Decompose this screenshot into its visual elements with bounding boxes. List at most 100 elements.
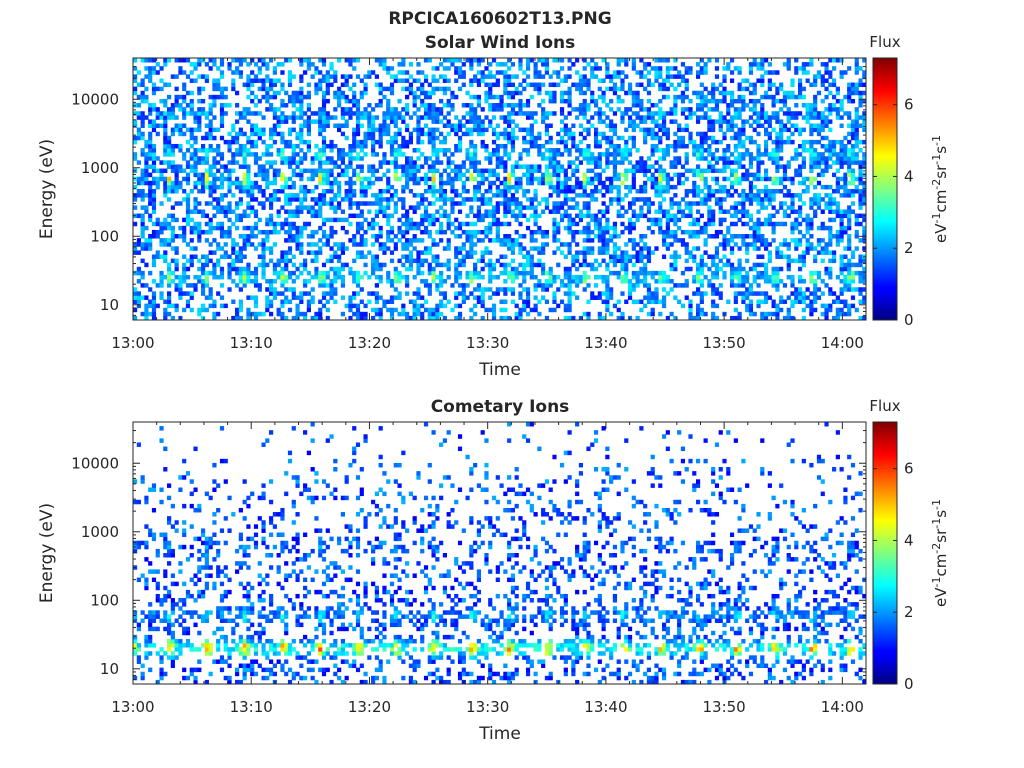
heatmap-cell [726,242,731,247]
heatmap-cell [469,103,474,108]
heatmap-cell [212,274,217,280]
heatmap-cell [586,311,591,317]
heatmap-cell [314,119,319,124]
heatmap-cell [340,262,345,268]
heatmap-cell [620,180,625,186]
heatmap-cell [140,135,145,141]
heatmap-cell [363,270,368,276]
heatmap-cell [722,90,727,96]
heatmap-cell [654,74,659,79]
heatmap-cell [499,98,504,104]
heatmap-cell [386,234,391,239]
heatmap-cell [461,299,466,305]
heatmap-cell [306,94,311,100]
heatmap-cell [525,98,531,104]
heatmap-cell [393,201,398,206]
heatmap-cell [197,115,202,120]
heatmap-cell [601,193,606,198]
heatmap-cell [454,127,459,133]
heatmap-cell [174,303,179,309]
heatmap-cell [544,201,550,206]
heatmap-cell [695,311,701,317]
heatmap-cell [348,238,353,243]
heatmap-cell [680,270,686,276]
heatmap-cell [295,246,300,251]
heatmap-cell [677,283,682,288]
heatmap-cell [597,176,602,182]
heatmap-cell [590,168,595,174]
heatmap-cell [680,197,686,202]
heatmap-cell [386,184,391,190]
heatmap-cell [386,111,391,116]
heatmap-cell [635,315,640,321]
heatmap-cell [692,139,697,145]
heatmap-cell [340,250,345,255]
heatmap-cell [473,111,478,116]
heatmap-cell [714,139,720,145]
heatmap-cell [280,98,285,104]
heatmap-cell [643,107,648,112]
heatmap-cell [559,279,565,284]
heatmap-cell [287,234,293,239]
heatmap-cell [299,229,304,235]
heatmap-cell [495,201,500,206]
heatmap-cell [359,311,364,317]
heatmap-cell [476,287,482,292]
heatmap-cell [722,242,727,247]
heatmap-cell [333,164,338,169]
heatmap-cell [658,205,663,210]
heatmap-cell [575,229,580,235]
heatmap-cell [707,98,712,104]
heatmap-cell [405,221,410,227]
heatmap-cell [737,291,742,296]
heatmap-cell [465,119,470,124]
heatmap-cell [593,221,599,227]
heatmap-cell [563,115,568,120]
heatmap-cell [193,78,198,83]
heatmap-cell [159,176,164,182]
heatmap-cell [216,168,221,174]
heatmap-cell [148,152,153,157]
heatmap-cell [643,279,648,284]
heatmap-cell [412,164,417,169]
heatmap-cell [423,279,429,284]
heatmap-cell [212,103,217,108]
heatmap-cell [729,262,735,268]
heatmap-cell [178,283,183,288]
heatmap-cell [480,58,485,63]
heatmap-cell [737,156,742,161]
heatmap-cell [457,291,463,296]
heatmap-cell [609,160,614,165]
heatmap-cell [639,70,644,75]
heatmap-cell [151,209,157,214]
heatmap-cell [287,229,293,235]
heatmap-cell [344,123,349,128]
heatmap-cell [261,270,266,276]
heatmap-cell [306,242,311,247]
heatmap-cell [397,78,402,83]
heatmap-cell [321,197,327,202]
heatmap-cell [567,127,572,133]
heatmap-cell [359,238,364,243]
heatmap-cell [182,176,187,182]
heatmap-cell [476,197,482,202]
heatmap-cell [235,70,240,75]
heatmap-cell [325,86,330,92]
heatmap-cell [605,283,610,288]
heatmap-cell [661,123,667,128]
heatmap-cell [423,111,429,116]
heatmap-cell [253,78,259,83]
heatmap-cell [386,180,391,186]
heatmap-cell [235,135,240,141]
heatmap-cell [548,176,553,182]
heatmap-cell [257,156,262,161]
heatmap-cell [389,119,395,124]
heatmap-cell [287,238,293,243]
heatmap-cell [321,217,327,223]
heatmap-cell [544,205,550,210]
heatmap-cell [446,78,451,83]
heatmap-cell [295,303,300,309]
heatmap-cell [219,94,225,100]
heatmap-cell [355,107,361,112]
heatmap-cell [627,205,633,210]
